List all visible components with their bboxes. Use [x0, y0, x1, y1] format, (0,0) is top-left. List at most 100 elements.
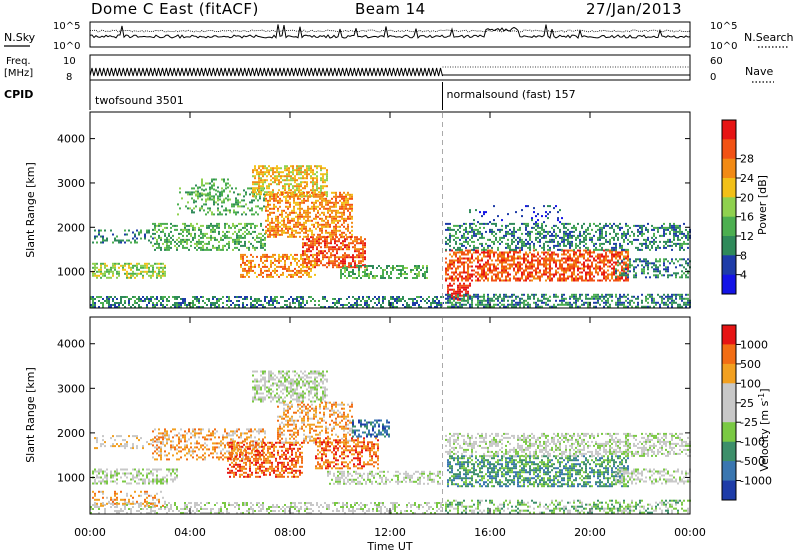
power-colorbar-tick-label-1: 8: [740, 249, 747, 262]
time-tick-label-1: 04:00: [174, 526, 206, 539]
velocity-echo-region-14: [615, 469, 691, 485]
velocity-colorbar-tick-label-7: -1000: [740, 475, 772, 488]
power-colorbar-tick-label-3: 16: [740, 211, 754, 224]
date-label: 27/Jan/2013: [586, 0, 682, 18]
time-axis-labels: 00:00 04:00 08:00 12:00 16:00 20:00 00:00: [74, 526, 706, 539]
power-colorbar-tick-label-5: 24: [740, 172, 754, 185]
freq-unit-label: [MHz]: [4, 68, 33, 79]
power-colorbar-swatch-2: [722, 159, 736, 179]
power-colorbar-swatch-4: [722, 197, 736, 217]
time-tick-label-2: 08:00: [274, 526, 306, 539]
power-ytick-label-1: 2000: [57, 221, 85, 234]
power-echo-region-0: [90, 296, 444, 308]
velocity-colorbar-swatch-1: [722, 344, 736, 364]
velocity-colorbar-tick-label-4: -25: [740, 416, 758, 429]
velocity-ytick-label-0: 1000: [57, 471, 85, 484]
freq-tick-bottom: 8: [66, 72, 72, 83]
time-tick-label-3: 12:00: [374, 526, 406, 539]
velocity-echo-region-5: [227, 442, 303, 478]
time-tick-label-4: 16:00: [474, 526, 506, 539]
velocity-colorbar-tick-label-0: 1000: [740, 338, 768, 351]
beam-label: Beam 14: [355, 0, 426, 18]
power-colorbar-tick-label-2: 12: [740, 230, 754, 243]
power-colorbar-swatch-3: [722, 178, 736, 198]
power-echo-region-14: [445, 294, 691, 308]
power-echo-region-16: [615, 258, 691, 278]
power-colorbar-tick-label-6: 28: [740, 153, 754, 166]
power-colorbar-tick-label-0: 4: [740, 269, 747, 282]
velocity-colorbar-tick-label-2: 100: [740, 377, 761, 390]
radar-title: Dome C East (fitACF): [91, 0, 259, 18]
velocity-colorbar-swatch-3: [722, 383, 736, 403]
velocity-colorbar-swatch-5: [722, 422, 736, 442]
nsky-tick-bottom: 10^0: [53, 41, 80, 52]
freq-trace: [90, 68, 690, 76]
nave-tick-bottom: 0: [710, 72, 716, 83]
power-ytick-label-2: 3000: [57, 177, 85, 190]
velocity-colorbar-swatch-6: [722, 442, 736, 462]
nave-label: Nave: [745, 65, 773, 78]
nsearch-trace: [90, 30, 690, 32]
time-tick-label-5: 20:00: [574, 526, 606, 539]
velocity-colorbar-swatch-0: [722, 325, 736, 345]
nsearch-label: N.Search: [744, 31, 794, 44]
power-echo-region-1: [92, 263, 166, 279]
velocity-colorbar-swatch-7: [722, 461, 736, 481]
velocity-heatmap: [90, 371, 691, 515]
time-tick-label-0: 00:00: [74, 526, 106, 539]
power-colorbar-label: Power [dB]: [756, 175, 769, 235]
velocity-colorbar-tick-label-1: 500: [740, 358, 761, 371]
power-colorbar-swatch-6: [722, 236, 736, 256]
velocity-colorbar-swatch-2: [722, 364, 736, 384]
velocity-colorbar-swatch-8: [722, 481, 736, 501]
power-colorbar-tick-label-4: 20: [740, 191, 754, 204]
power-echo-region-7: [265, 192, 353, 238]
velocity-ytick-label-1: 2000: [57, 427, 85, 440]
power-colorbar: 4 8 12 16 20 24 28: [722, 120, 754, 295]
cpid-program-twofsound: twofsound 3501: [95, 94, 184, 107]
power-colorbar-swatch-5: [722, 217, 736, 237]
velocity-echo-region-6: [252, 371, 328, 403]
nsearch-tick-top: 10^5: [710, 21, 737, 32]
velocity-echo-region-4: [152, 428, 266, 460]
power-colorbar-swatch-0: [722, 120, 736, 140]
power-heatmap: [90, 165, 691, 308]
velocity-colorbar-label: Velocity [m s-1]: [757, 388, 771, 471]
power-echo-region-3: [152, 223, 266, 251]
velocity-echo-region-10: [327, 471, 441, 485]
velocity-echo-region-8: [315, 437, 379, 469]
nsky-strip-frame: [90, 22, 690, 47]
velocity-ylabel: Slant Range [km]: [24, 367, 37, 463]
velocity-colorbar-swatch-4: [722, 403, 736, 423]
nave-tick-top: 60: [710, 56, 723, 67]
power-ytick-label-0: 1000: [57, 266, 85, 279]
velocity-ytick-label-3: 4000: [57, 338, 85, 351]
nsearch-tick-bottom: 10^0: [710, 41, 737, 52]
power-colorbar-swatch-8: [722, 275, 736, 295]
nsky-label: N.Sky: [4, 31, 36, 44]
time-axis-title: Time UT: [366, 540, 412, 553]
cpid-program-normalsound: normalsound (fast) 157: [447, 88, 576, 101]
velocity-echo-region-13: [445, 500, 691, 514]
time-tick-label-6: 00:00: [674, 526, 706, 539]
power-ylabel: Slant Range [km]: [24, 162, 37, 258]
power-echo-region-9: [240, 254, 316, 278]
power-colorbar-swatch-1: [722, 139, 736, 159]
nsky-trace: [90, 25, 690, 39]
power-echo-region-2: [92, 230, 154, 244]
velocity-echo-region-11: [447, 455, 629, 487]
velocity-ytick-label-2: 3000: [57, 382, 85, 395]
nsky-tick-top: 10^5: [53, 21, 80, 32]
velocity-echo-region-12: [445, 433, 691, 457]
cpid-label: CPID: [4, 88, 33, 101]
power-colorbar-swatch-7: [722, 255, 736, 275]
freq-label: Freq.: [6, 56, 31, 67]
freq-strip-frame: [90, 55, 690, 80]
velocity-colorbar-tick-label-3: 25: [740, 397, 754, 410]
velocity-echo-region-7: [277, 402, 353, 444]
power-echo-region-15: [469, 205, 563, 223]
velocity-echo-region-1: [92, 469, 178, 485]
velocity-echo-region-9: [352, 420, 390, 438]
